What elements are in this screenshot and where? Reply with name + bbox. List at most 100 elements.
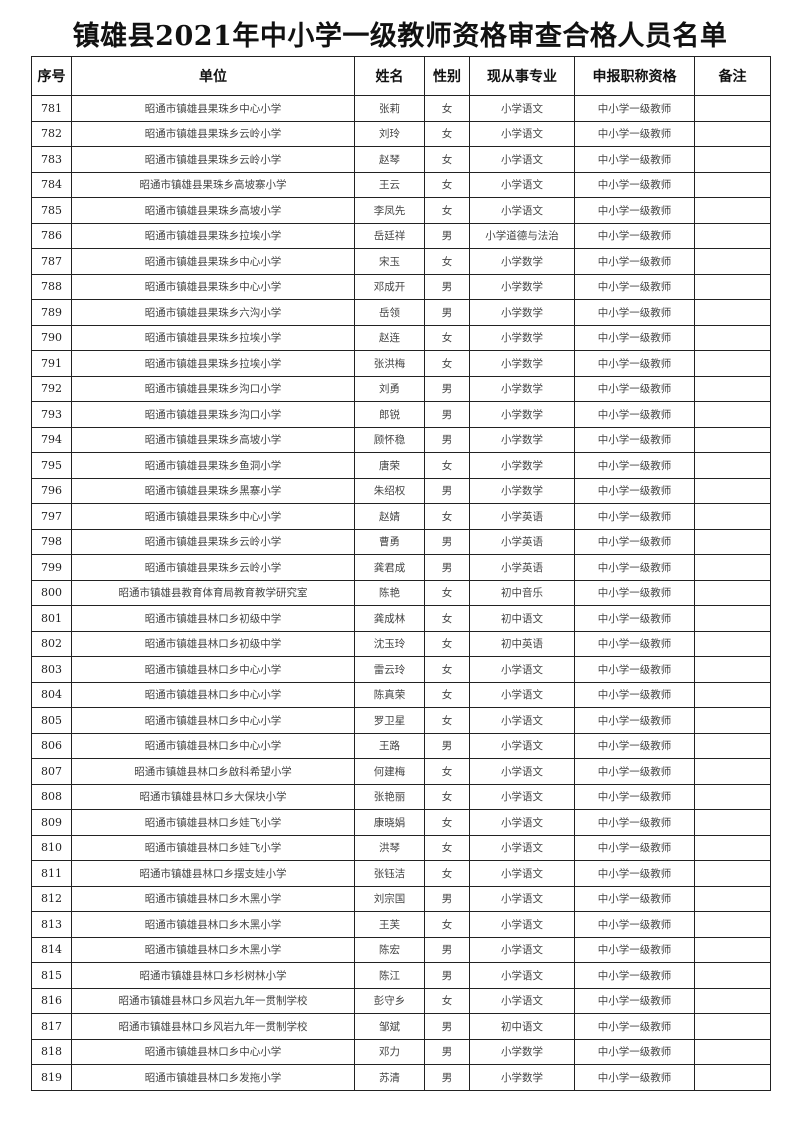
cell-name: 张洪梅: [354, 350, 425, 377]
cell-unit: 昭通市镇雄县林口乡风岩九年一贯制学校: [71, 1013, 355, 1040]
cell-unit: 昭通市镇雄县林口乡初级中学: [71, 630, 355, 657]
cell-gender: 女: [424, 681, 470, 708]
cell-remarks: [694, 860, 771, 887]
cell-name: 刘勇: [354, 375, 425, 402]
cell-gender: 女: [424, 656, 470, 683]
cell-specialty: 小学语文: [469, 656, 575, 683]
cell-specialty: 小学数学: [469, 401, 575, 428]
cell-remarks: [694, 375, 771, 402]
cell-title-qualification: 中小学一级教师: [574, 987, 695, 1014]
cell-remarks: [694, 528, 771, 555]
cell-index: 804: [31, 681, 72, 708]
cell-index: 811: [31, 860, 72, 887]
cell-index: 808: [31, 783, 72, 810]
cell-title-qualification: 中小学一级教师: [574, 120, 695, 147]
cell-remarks: [694, 95, 771, 122]
cell-gender: 男: [424, 477, 470, 504]
cell-unit: 昭通市镇雄县果珠乡高坡小学: [71, 197, 355, 224]
cell-name: 刘玲: [354, 120, 425, 147]
cell-index: 819: [31, 1064, 72, 1091]
cell-specialty: 初中语文: [469, 605, 575, 632]
cell-name: 赵婧: [354, 503, 425, 530]
cell-index: 813: [31, 911, 72, 938]
cell-specialty: 小学语文: [469, 885, 575, 912]
cell-remarks: [694, 681, 771, 708]
cell-unit: 昭通市镇雄县果珠乡沟口小学: [71, 375, 355, 402]
cell-specialty: 小学数学: [469, 1064, 575, 1091]
cell-unit: 昭通市镇雄县林口乡风岩九年一贯制学校: [71, 987, 355, 1014]
cell-remarks: [694, 936, 771, 963]
header-gender: 性别: [424, 56, 470, 96]
cell-gender: 女: [424, 809, 470, 836]
table-row: 790 昭通市镇雄县果珠乡拉埃小学 赵连女小学数学 中小学一级教师: [31, 324, 771, 351]
table-row: 808 昭通市镇雄县林口乡大保块小学 张艳丽女小学语文 中小学一级教师: [31, 783, 771, 810]
qualified-teachers-table: 序号 单位 姓名 性别 现从事专业 申报职称资格 备注 781 昭通市镇雄县果珠乡…: [31, 56, 771, 1091]
cell-unit: 昭通市镇雄县林口乡中心小学: [71, 681, 355, 708]
table-row: 782 昭通市镇雄县果珠乡云岭小学 刘玲女小学语文 中小学一级教师: [31, 120, 771, 147]
cell-remarks: [694, 809, 771, 836]
cell-title-qualification: 中小学一级教师: [574, 732, 695, 759]
cell-gender: 女: [424, 579, 470, 606]
cell-gender: 男: [424, 1064, 470, 1091]
cell-specialty: 小学语文: [469, 987, 575, 1014]
cell-title-qualification: 中小学一级教师: [574, 630, 695, 657]
cell-title-qualification: 中小学一级教师: [574, 962, 695, 989]
cell-unit: 昭通市镇雄县林口乡中心小学: [71, 1038, 355, 1065]
cell-index: 789: [31, 299, 72, 326]
cell-index: 802: [31, 630, 72, 657]
cell-name: 张艳丽: [354, 783, 425, 810]
cell-unit: 昭通市镇雄县果珠乡中心小学: [71, 503, 355, 530]
cell-index: 812: [31, 885, 72, 912]
cell-index: 793: [31, 401, 72, 428]
cell-name: 宋玉: [354, 248, 425, 275]
cell-remarks: [694, 503, 771, 530]
cell-specialty: 小学数学: [469, 452, 575, 479]
header-unit: 单位: [71, 56, 355, 96]
cell-remarks: [694, 987, 771, 1014]
cell-remarks: [694, 273, 771, 300]
cell-name: 康晓娟: [354, 809, 425, 836]
table-row: 810 昭通市镇雄县林口乡娃飞小学 洪琴女小学语文 中小学一级教师: [31, 834, 771, 861]
cell-remarks: [694, 783, 771, 810]
cell-specialty: 小学数学: [469, 324, 575, 351]
cell-specialty: 小学英语: [469, 554, 575, 581]
cell-title-qualification: 中小学一级教师: [574, 885, 695, 912]
cell-index: 791: [31, 350, 72, 377]
table-row: 781 昭通市镇雄县果珠乡中心小学 张莉女小学语文 中小学一级教师: [31, 95, 771, 122]
cell-name: 李凤先: [354, 197, 425, 224]
cell-unit: 昭通市镇雄县果珠乡拉埃小学: [71, 350, 355, 377]
cell-gender: 女: [424, 605, 470, 632]
cell-specialty: 小学英语: [469, 528, 575, 555]
cell-remarks: [694, 120, 771, 147]
cell-title-qualification: 中小学一级教师: [574, 503, 695, 530]
cell-remarks: [694, 299, 771, 326]
cell-unit: 昭通市镇雄县果珠乡沟口小学: [71, 401, 355, 428]
cell-name: 岳领: [354, 299, 425, 326]
cell-unit: 昭通市镇雄县果珠乡鱼洞小学: [71, 452, 355, 479]
cell-remarks: [694, 579, 771, 606]
cell-specialty: 小学语文: [469, 783, 575, 810]
cell-unit: 昭通市镇雄县林口乡中心小学: [71, 656, 355, 683]
cell-specialty: 小学数学: [469, 426, 575, 453]
cell-title-qualification: 中小学一级教师: [574, 477, 695, 504]
cell-title-qualification: 中小学一级教师: [574, 401, 695, 428]
cell-gender: 女: [424, 758, 470, 785]
table-row: 791 昭通市镇雄县果珠乡拉埃小学 张洪梅女小学数学 中小学一级教师: [31, 350, 771, 377]
cell-specialty: 小学数学: [469, 273, 575, 300]
cell-title-qualification: 中小学一级教师: [574, 528, 695, 555]
cell-index: 781: [31, 95, 72, 122]
cell-remarks: [694, 911, 771, 938]
cell-unit: 昭通市镇雄县果珠乡云岭小学: [71, 120, 355, 147]
table-row: 805 昭通市镇雄县林口乡中心小学 罗卫星女小学语文 中小学一级教师: [31, 707, 771, 734]
cell-unit: 昭通市镇雄县果珠乡高坡小学: [71, 426, 355, 453]
cell-title-qualification: 中小学一级教师: [574, 324, 695, 351]
cell-specialty: 小学语文: [469, 197, 575, 224]
cell-specialty: 小学数学: [469, 375, 575, 402]
cell-index: 784: [31, 171, 72, 198]
cell-gender: 男: [424, 426, 470, 453]
cell-title-qualification: 中小学一级教师: [574, 248, 695, 275]
cell-index: 809: [31, 809, 72, 836]
cell-remarks: [694, 962, 771, 989]
table-row: 783 昭通市镇雄县果珠乡云岭小学 赵琴女小学语文 中小学一级教师: [31, 146, 771, 173]
cell-remarks: [694, 707, 771, 734]
